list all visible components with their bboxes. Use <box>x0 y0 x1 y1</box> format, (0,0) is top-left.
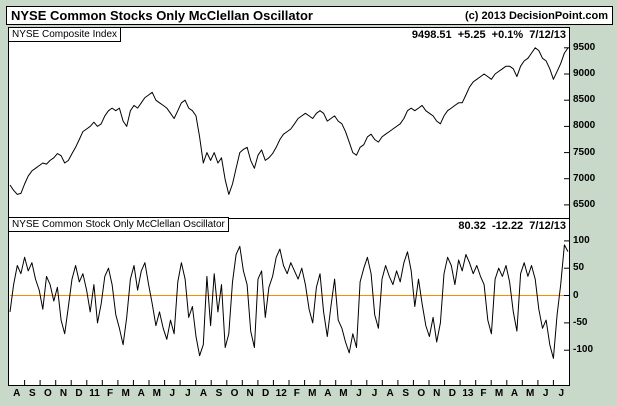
y-tick-label: 6500 <box>573 198 596 210</box>
x-tick-label: A <box>13 388 21 399</box>
oscillator-quote: 80.32 -12.22 7/12/13 <box>458 220 566 232</box>
x-tick-label: D <box>75 388 83 399</box>
x-tick-label: 13 <box>462 388 474 399</box>
chart-canvas <box>9 47 569 385</box>
x-tick-label: D <box>448 388 456 399</box>
y-tick-label: 0 <box>573 289 579 301</box>
x-tick-label: O <box>43 388 52 399</box>
x-tick-label: F <box>480 388 487 399</box>
x-tick-label: A <box>386 388 394 399</box>
x-tick-label: 11 <box>89 388 100 399</box>
x-tick-label: J <box>371 388 378 399</box>
x-tick-label: D <box>262 388 270 399</box>
x-tick-label: A <box>324 388 332 399</box>
y-tick-label: -50 <box>573 316 588 328</box>
y-tick-label: 7500 <box>573 146 596 158</box>
x-tick-label: F <box>293 388 300 399</box>
x-tick-label: S <box>28 388 36 399</box>
x-tick-label: M <box>339 388 348 399</box>
copyright-label: (c) 2013 DecisionPoint.com <box>464 9 608 22</box>
y-tick-label: 50 <box>573 262 585 274</box>
x-tick-label: A <box>137 388 145 399</box>
oscillator-panel-label: NYSE Common Stock Only McClellan Oscilla… <box>8 217 229 232</box>
x-tick-label: 12 <box>275 388 287 399</box>
price-quote: 9498.51 +5.25 +0.1% 7/12/13 <box>411 29 566 41</box>
x-tick-label: M <box>121 388 130 399</box>
x-tick-label: A <box>199 388 208 399</box>
x-tick-label: S <box>215 388 223 399</box>
y-tick-label: 9000 <box>573 68 596 80</box>
x-tick-label: J <box>185 388 191 399</box>
x-tick-label: F <box>107 388 114 399</box>
y-tick-label: 9500 <box>573 41 596 53</box>
title-bar: NYSE Common Stocks Only McClellan Oscill… <box>6 6 613 25</box>
y-tick-label: 7000 <box>573 172 596 184</box>
x-tick-label: M <box>308 388 317 399</box>
x-tick-label: J <box>542 388 549 399</box>
y-tick-label: 8500 <box>573 94 596 106</box>
x-tick-label: N <box>59 388 68 399</box>
x-tick-label: J <box>356 388 362 399</box>
x-tick-label: N <box>246 388 254 399</box>
x-tick-label: O <box>230 388 239 399</box>
x-tick-label: J <box>169 388 176 399</box>
plot-area: NYSE Composite Index 9498.51 +5.25 +0.1%… <box>8 27 570 386</box>
price-panel-label: NYSE Composite Index <box>8 27 122 42</box>
x-tick-label: O <box>417 388 426 399</box>
x-tick-label: A <box>510 388 519 399</box>
y-tick-label: 100 <box>573 234 590 246</box>
x-tick-label: M <box>152 388 161 399</box>
x-tick-label: M <box>494 388 504 399</box>
x-tick-label: N <box>433 388 441 399</box>
chart-title: NYSE Common Stocks Only McClellan Oscill… <box>11 8 313 23</box>
y-tick-label: 8000 <box>573 120 596 132</box>
x-tick-label: S <box>402 388 409 399</box>
y-tick-label: -100 <box>573 344 594 356</box>
x-tick-label: J <box>558 388 564 399</box>
x-tick-label: M <box>525 388 535 399</box>
